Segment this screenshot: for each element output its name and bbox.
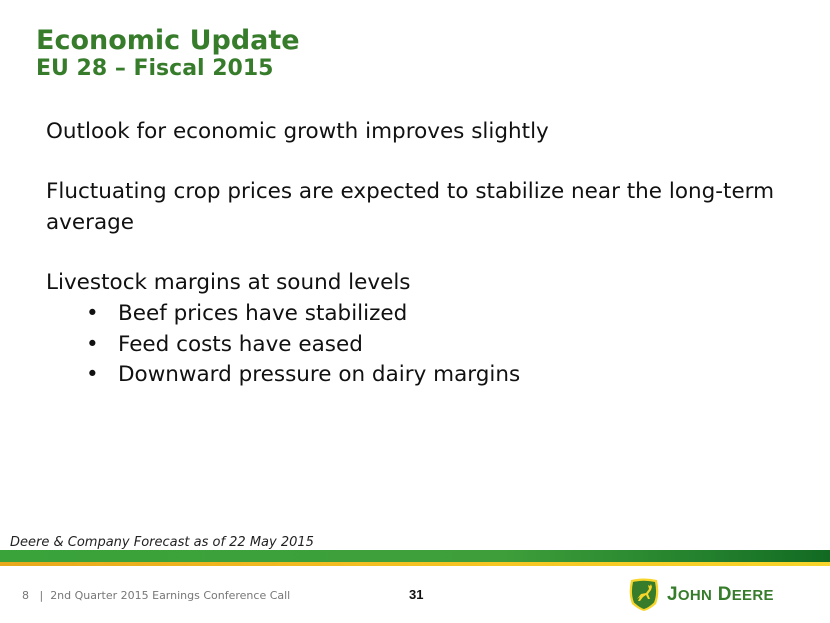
bullet-item: • Downward pressure on dairy margins — [46, 359, 786, 390]
paragraph: Livestock margins at sound levels — [46, 270, 411, 295]
green-band — [0, 550, 830, 562]
yellow-band — [0, 562, 830, 566]
brand-wordmark: JOHN DEERE — [667, 584, 774, 605]
bullet-item: • Feed costs have eased — [46, 329, 786, 360]
bullet-list: • Beef prices have stabilized • Feed costs… — [46, 298, 786, 390]
bullet-text: Downward pressure on dairy margins — [118, 362, 521, 387]
bullet-text: Feed costs have eased — [118, 331, 363, 357]
slide-subtitle: EU 28 – Fiscal 2015 — [36, 56, 274, 81]
deer-logo-icon — [629, 578, 659, 611]
bullet-item: • Beef prices have stabilized — [46, 298, 786, 329]
slide-title: Economic Update — [36, 25, 300, 56]
paragraph: Fluctuating crop prices are expected to … — [46, 179, 775, 235]
paragraph: Outlook for economic growth improves sli… — [46, 119, 549, 144]
footer-text: 8 | 2nd Quarter 2015 Earnings Conference… — [22, 589, 291, 602]
slide-body: Outlook for economic growth improves sli… — [46, 116, 786, 390]
page-number: 31 — [409, 587, 424, 602]
bullet-icon: • — [86, 331, 99, 357]
forecast-note: Deere & Company Forecast as of 22 May 20… — [10, 535, 314, 550]
bullet-icon: • — [86, 362, 99, 387]
bullet-icon: • — [86, 301, 99, 326]
bullet-text: Beef prices have stabilized — [118, 301, 408, 326]
